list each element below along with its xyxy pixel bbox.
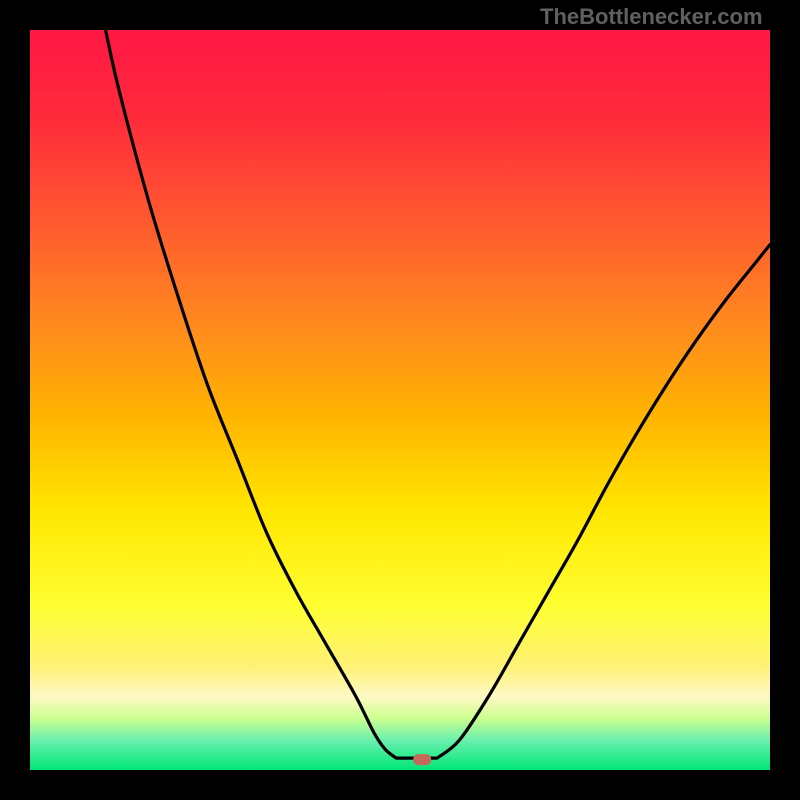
chart-canvas: TheBottlenecker.com <box>0 0 800 800</box>
chart-svg <box>0 0 800 800</box>
minimum-marker <box>413 754 431 765</box>
watermark-text: TheBottlenecker.com <box>540 4 763 30</box>
plot-background <box>30 30 770 770</box>
